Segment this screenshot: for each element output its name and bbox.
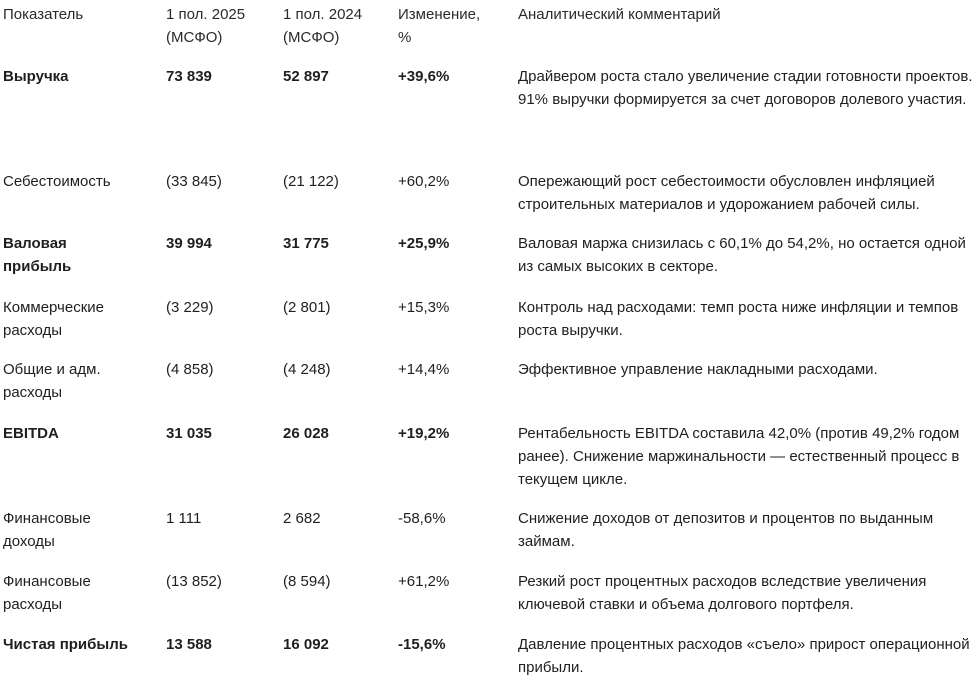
row-value-2025: 73 839 — [166, 68, 212, 85]
row-change: +60,2% — [398, 173, 450, 190]
header-indicator: Показатель — [3, 6, 84, 23]
row-change: +39,6% — [398, 68, 450, 85]
row-comment: Валовая маржа снизилась с 60,1% до 54,2%… — [518, 235, 966, 275]
row-comment: Драйвером роста стало увеличение стадии … — [518, 68, 973, 108]
header-h1-2024: 1 пол. 2024 (МСФО) — [283, 6, 363, 46]
row-comment: Опережающий рост себестоимости обусловле… — [518, 173, 935, 213]
row-value-2025: (3 229) — [166, 299, 214, 316]
row-comment: Резкий рост процентных расходов вследств… — [518, 573, 927, 613]
row-value-2024: (21 122) — [283, 173, 339, 190]
row-value-2025: 1 111 — [166, 510, 202, 527]
row-value-2025: (13 852) — [166, 573, 222, 590]
row-comment: Эффективное управление накладными расход… — [518, 361, 878, 378]
header-change: Изменение, % — [398, 6, 481, 46]
row-comment: Давление процентных расходов «съело» при… — [518, 636, 970, 676]
row-name: Финансовые доходы — [3, 510, 91, 550]
row-value-2025: (33 845) — [166, 173, 222, 190]
row-value-2025: 39 994 — [166, 235, 212, 252]
row-value-2024: 52 897 — [283, 68, 329, 85]
row-change: -58,6% — [398, 510, 446, 527]
row-value-2024: (4 248) — [283, 361, 331, 378]
row-change: +25,9% — [398, 235, 450, 252]
row-value-2024: (8 594) — [283, 573, 331, 590]
row-value-2024: 2 682 — [283, 510, 321, 527]
row-name: Коммерческие расходы — [3, 299, 105, 339]
row-name: Общие и адм. расходы — [3, 361, 101, 401]
row-value-2025: 13 588 — [166, 636, 212, 653]
row-change: -15,6% — [398, 636, 446, 653]
row-name: Себестоимость — [3, 173, 111, 190]
row-change: +14,4% — [398, 361, 450, 378]
header-comment: Аналитический комментарий — [518, 6, 721, 23]
row-name: Чистая прибыль — [3, 636, 128, 653]
row-value-2025: 31 035 — [166, 425, 212, 442]
row-change: +15,3% — [398, 299, 450, 316]
row-value-2025: (4 858) — [166, 361, 214, 378]
header-h1-2025: 1 пол. 2025 (МСФО) — [166, 6, 246, 46]
row-value-2024: 26 028 — [283, 425, 329, 442]
row-change: +19,2% — [398, 425, 450, 442]
row-name: EBITDA — [3, 425, 59, 442]
row-value-2024: 16 092 — [283, 636, 329, 653]
row-name: Финансовые расходы — [3, 573, 91, 613]
row-value-2024: (2 801) — [283, 299, 331, 316]
row-change: +61,2% — [398, 573, 450, 590]
row-comment: Снижение доходов от депозитов и проценто… — [518, 510, 934, 550]
row-comment: Рентабельность EBITDA составила 42,0% (п… — [518, 425, 960, 488]
row-comment: Контроль над расходами: темп роста ниже … — [518, 299, 959, 339]
row-name: Валовая прибыль — [3, 235, 72, 275]
row-name: Выручка — [3, 68, 69, 85]
row-value-2024: 31 775 — [283, 235, 329, 252]
